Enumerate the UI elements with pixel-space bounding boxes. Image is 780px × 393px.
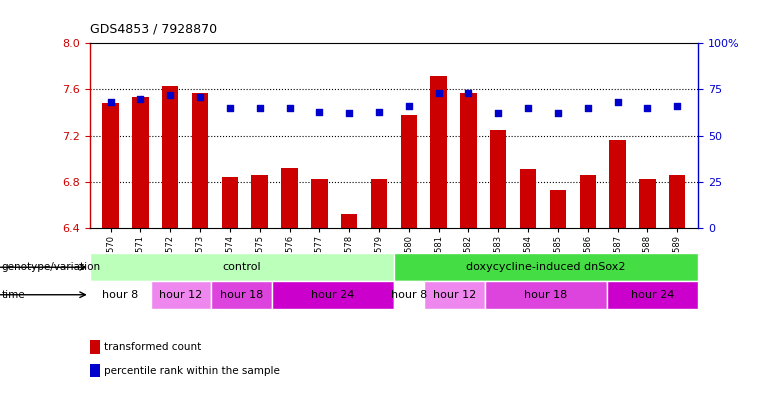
Text: time: time [2,290,25,300]
Bar [580,175,596,228]
Bar [490,130,506,228]
Bar [90,253,394,281]
Bar [102,103,119,228]
Bar [272,281,394,309]
Bar [370,180,387,228]
Point [522,105,534,111]
Bar [607,281,698,309]
Bar [424,281,485,309]
Point [343,110,356,117]
Text: GDS4853 / 7928870: GDS4853 / 7928870 [90,22,217,35]
Text: hour 24: hour 24 [631,290,674,300]
Text: doxycycline-induced dnSox2: doxycycline-induced dnSox2 [466,262,626,272]
Bar [341,214,357,228]
Point [134,95,147,102]
Bar [151,281,211,309]
Bar [90,281,151,309]
Text: hour 18: hour 18 [220,290,264,300]
Bar [669,175,686,228]
Point [492,110,505,117]
Point [551,110,564,117]
Bar [211,281,272,309]
Point [612,99,624,105]
Point [193,94,206,100]
Point [671,103,683,109]
Text: hour 12: hour 12 [433,290,477,300]
Point [283,105,296,111]
Point [224,105,236,111]
Text: hour 8: hour 8 [391,290,427,300]
Bar [485,281,607,309]
Point [373,108,385,115]
Bar [394,253,698,281]
Bar [431,75,447,228]
Bar [222,177,238,228]
Point [164,92,176,98]
Point [432,90,445,96]
Point [313,108,325,115]
Bar [520,169,537,228]
Text: hour 18: hour 18 [524,290,568,300]
Point [641,105,654,111]
Point [402,103,415,109]
Text: hour 12: hour 12 [159,290,203,300]
Point [463,90,475,96]
Point [105,99,117,105]
Text: hour 8: hour 8 [102,290,138,300]
Bar [162,86,179,228]
Text: genotype/variation: genotype/variation [2,262,101,272]
Text: hour 24: hour 24 [311,290,355,300]
Bar [550,190,566,228]
Text: control: control [222,262,261,272]
Bar [251,175,268,228]
Point [254,105,266,111]
Point [582,105,594,111]
Text: percentile rank within the sample: percentile rank within the sample [104,365,279,376]
Text: transformed count: transformed count [104,342,201,352]
Bar [609,140,626,228]
Bar [394,281,424,309]
Bar [132,97,149,228]
Bar [192,93,208,228]
Bar [460,93,477,228]
Bar [282,168,298,228]
Bar [401,115,417,228]
Bar [311,180,328,228]
Bar [639,180,656,228]
